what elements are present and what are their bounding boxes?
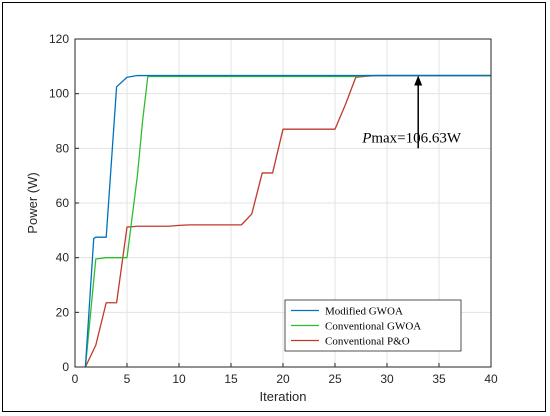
y-tick-label: 20: [56, 305, 70, 319]
x-tick-label: 30: [380, 372, 394, 386]
legend-label: Modified GWOA: [325, 306, 403, 318]
series-line: [84, 74, 491, 368]
pmax-arrow-head: [414, 75, 423, 86]
x-tick-label: 0: [72, 372, 79, 386]
x-axis-label: Iteration: [260, 389, 307, 404]
legend-label: Conventional P&O: [325, 336, 410, 348]
x-axis-ticks: 0 5 10 15 20 25 30 35 40: [72, 363, 498, 386]
y-tick-label: 120: [49, 32, 69, 46]
x-tick-label: 35: [432, 372, 446, 386]
y-axis-label: Power (W): [25, 172, 40, 233]
x-tick-label: 10: [172, 372, 186, 386]
series-line: [84, 74, 491, 368]
y-axis-ticks: 0 20 40 60 80 100 120: [49, 32, 79, 374]
x-tick-label: 5: [124, 372, 131, 386]
y-tick-label: 80: [56, 141, 70, 155]
y-tick-label: 100: [49, 87, 69, 101]
legend: Modified GWOA Conventional GWOA Convention…: [284, 299, 462, 352]
y-tick-label: 0: [62, 360, 69, 374]
y-tick-label: 60: [56, 196, 70, 210]
power-vs-iteration-chart: 0 5 10 15 20 25 30 35 40 0 20 40 60 80 100 120 Iterati…: [25, 32, 498, 404]
x-tick-label: 40: [484, 372, 498, 386]
series-lines: [84, 74, 491, 368]
x-tick-label: 15: [224, 372, 238, 386]
x-tick-label: 25: [328, 372, 342, 386]
pmax-label-symbol: P: [361, 130, 371, 146]
figure-frame: 0 5 10 15 20 25 30 35 40 0 20 40 60 80 100 120 Iterati…: [2, 2, 546, 412]
series-line: [84, 74, 491, 368]
y-tick-label: 40: [56, 251, 70, 265]
pmax-label: Pmax=106.63W: [361, 130, 462, 146]
legend-label: Conventional GWOA: [325, 321, 421, 333]
x-tick-label: 20: [276, 372, 290, 386]
pmax-label-value: max=106.63W: [371, 130, 462, 146]
pmax-annotation: Pmax=106.63W: [361, 75, 462, 149]
